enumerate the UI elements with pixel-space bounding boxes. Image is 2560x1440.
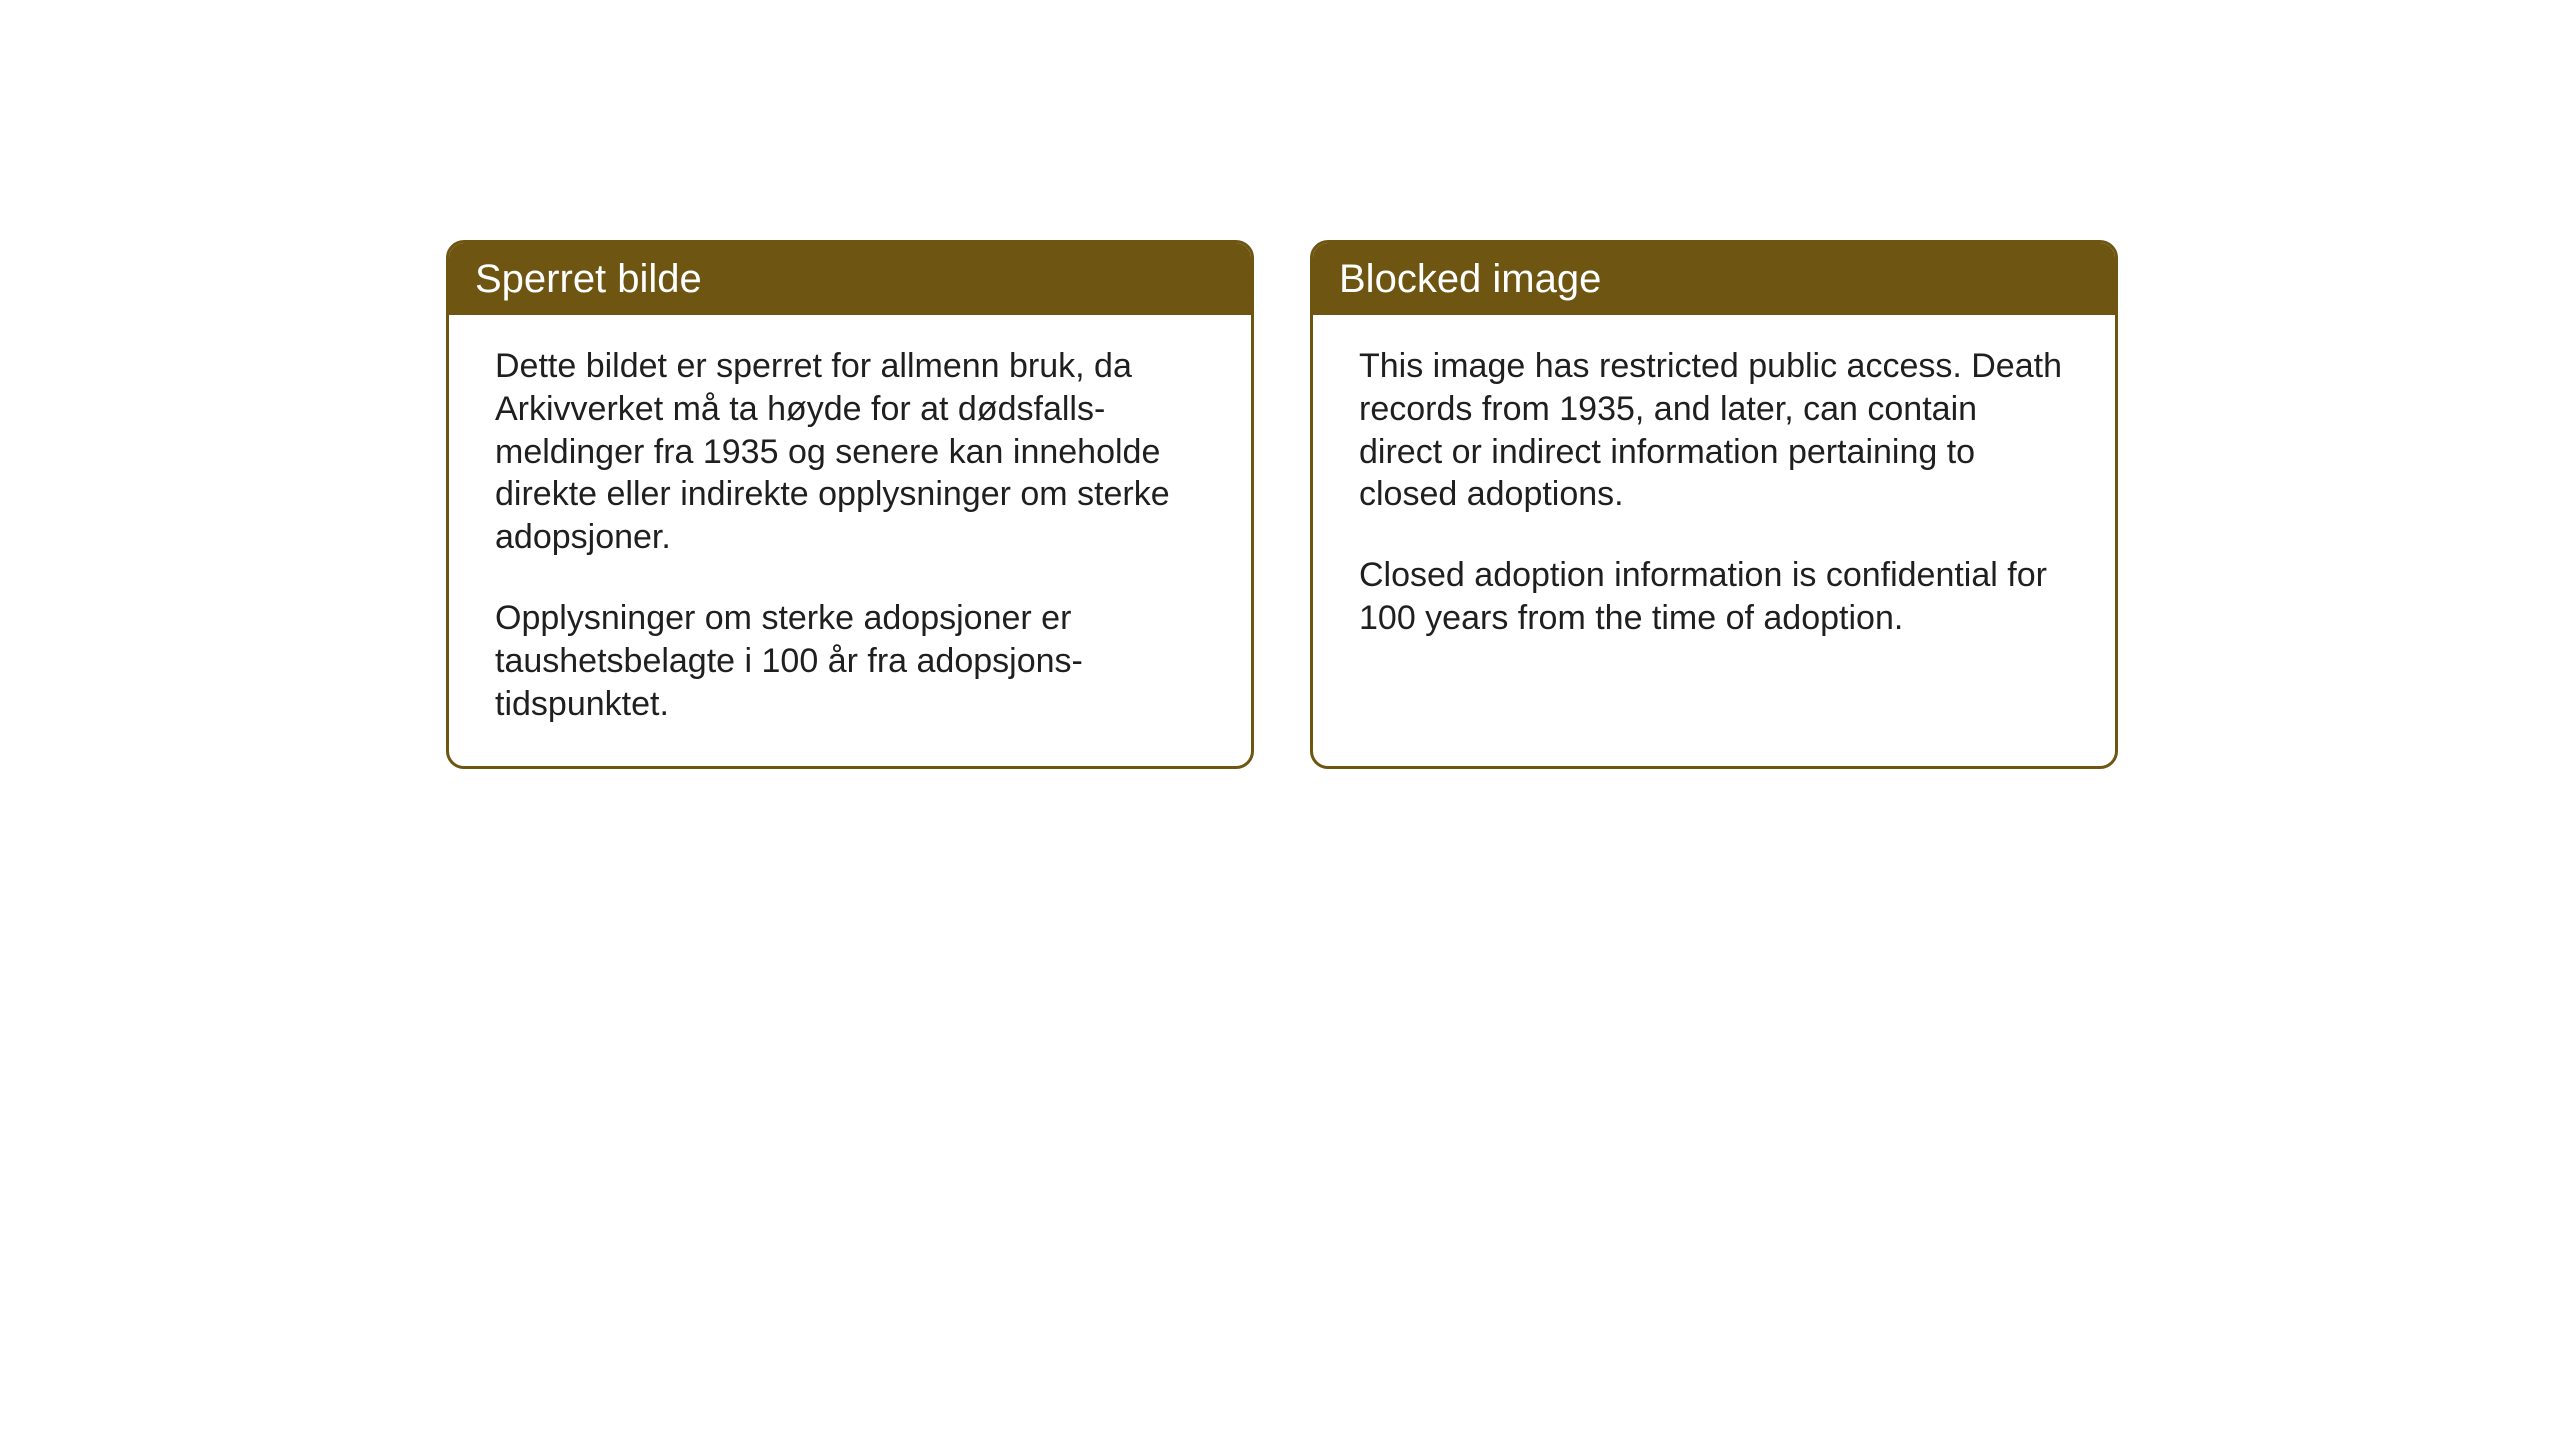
notice-card-english: Blocked image This image has restricted …: [1310, 240, 2118, 769]
notice-card-body: Dette bildet er sperret for allmenn bruk…: [449, 315, 1251, 766]
notice-card-norwegian: Sperret bilde Dette bildet er sperret fo…: [446, 240, 1254, 769]
notice-container: Sperret bilde Dette bildet er sperret fo…: [446, 240, 2118, 769]
notice-paragraph: Dette bildet er sperret for allmenn bruk…: [495, 345, 1205, 559]
notice-card-body: This image has restricted public access.…: [1313, 315, 2115, 755]
notice-paragraph: Closed adoption information is confident…: [1359, 554, 2069, 640]
notice-card-title: Sperret bilde: [475, 257, 702, 301]
notice-paragraph: This image has restricted public access.…: [1359, 345, 2069, 516]
notice-card-title: Blocked image: [1339, 257, 1601, 301]
notice-card-header: Sperret bilde: [449, 243, 1251, 315]
notice-card-header: Blocked image: [1313, 243, 2115, 315]
notice-paragraph: Opplysninger om sterke adopsjoner er tau…: [495, 597, 1205, 725]
